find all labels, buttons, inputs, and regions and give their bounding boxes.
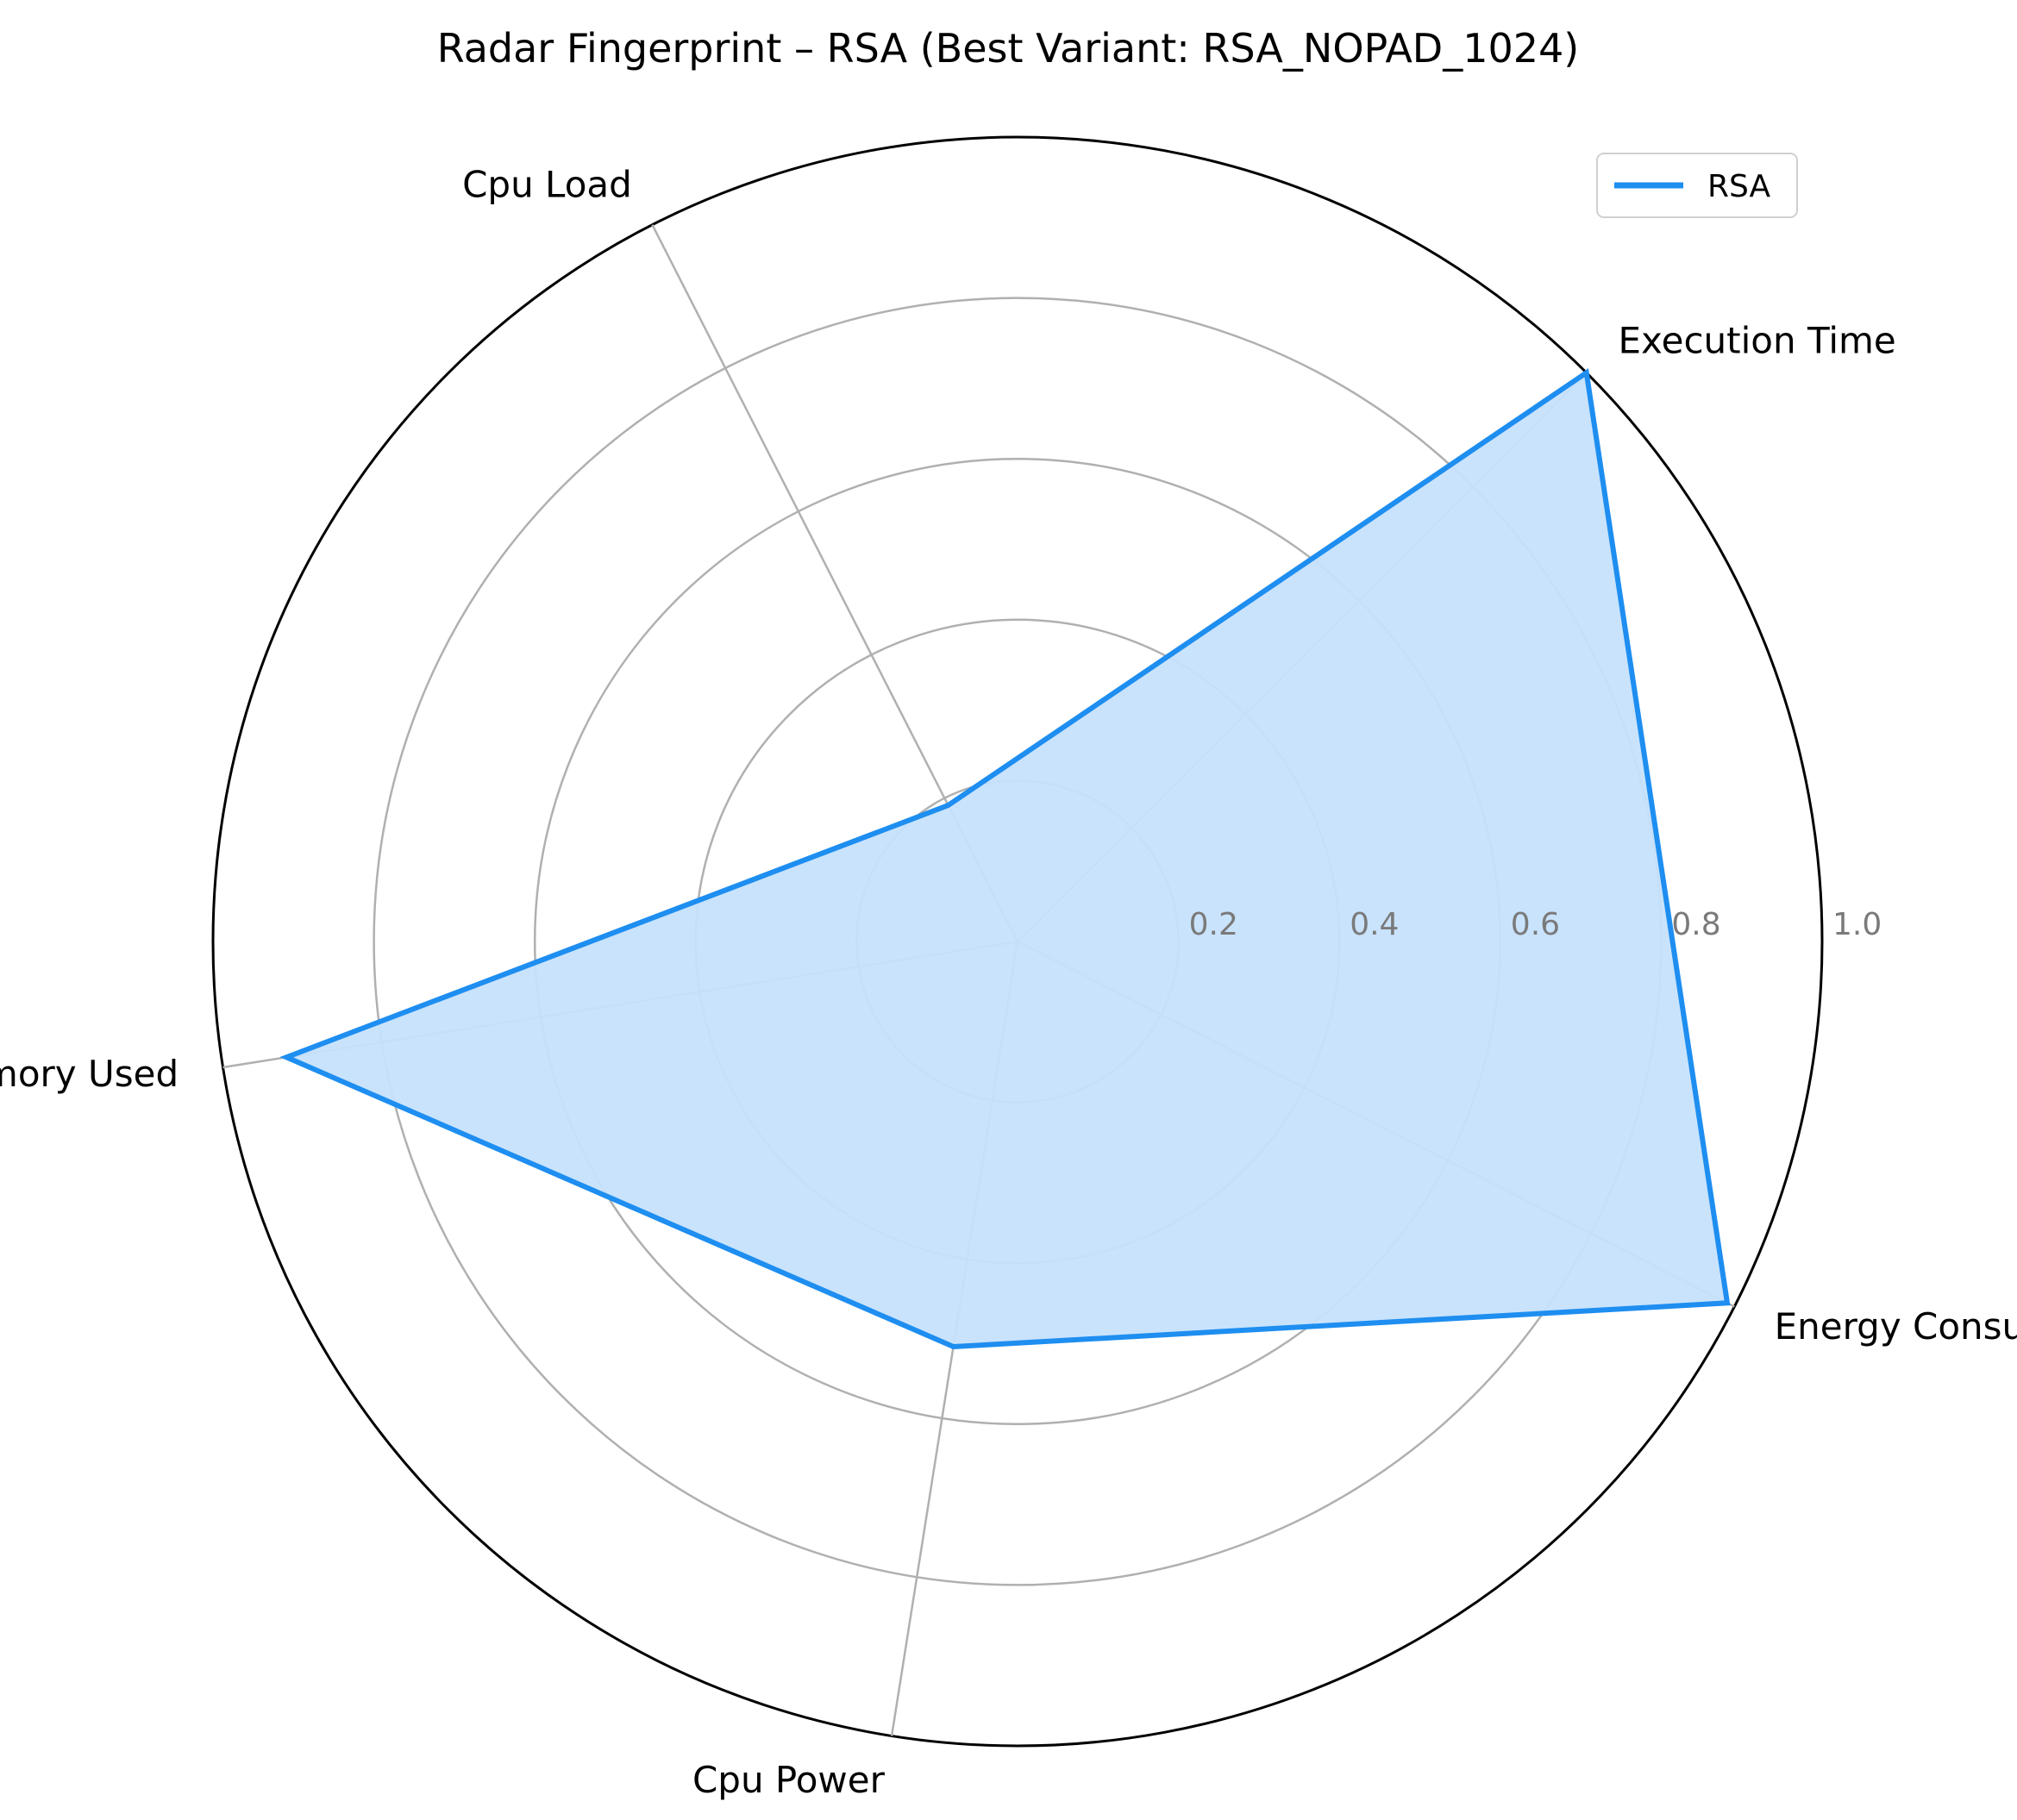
series-fill xyxy=(286,372,1728,1347)
axis-label: Memory Used xyxy=(0,1053,179,1095)
labels-layer: 0.2 0.4 0.6 0.8 1.0 Execution Time Cpu Load Mem… xyxy=(0,163,2017,1801)
axis-label: Energy Consumption xyxy=(1775,1305,2017,1348)
radial-tick-label: 0.8 xyxy=(1671,907,1720,942)
series-line xyxy=(279,368,1731,1350)
radial-tick-label: 0.4 xyxy=(1350,907,1399,942)
radial-tick-label: 1.0 xyxy=(1832,907,1882,942)
series-layer xyxy=(279,368,1731,1350)
axis-label: Execution Time xyxy=(1619,319,1896,361)
radial-tick-label: 0.6 xyxy=(1511,907,1560,942)
legend: RSA xyxy=(1596,153,1798,218)
radial-tick-label: 0.2 xyxy=(1189,907,1238,942)
axis-label: Cpu Load xyxy=(462,163,632,205)
axis-label: Cpu Power xyxy=(692,1759,886,1801)
outer-frame-circle xyxy=(211,135,1824,1748)
legend-box xyxy=(1596,153,1798,218)
legend-entry-rsa: RSA xyxy=(1707,169,1771,204)
chart-title: Radar Fingerprint – RSA (Best Variant: R… xyxy=(437,25,1579,72)
